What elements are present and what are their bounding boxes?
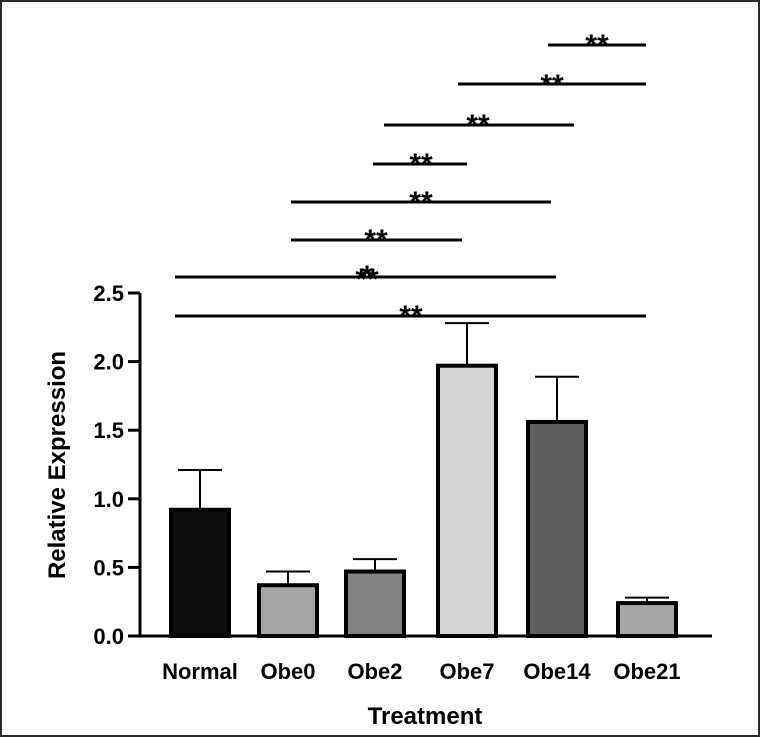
significance-label: ** [364,224,388,257]
x-axis-title: Treatment [368,703,483,730]
x-tick-label: Obe2 [347,659,402,684]
y-tick-label: 0.0 [93,624,124,649]
y-ticks: 0.0 0.5 1.0 1.5 2.0 2.5 [93,281,140,649]
x-category-labels: Normal Obe0 Obe2 Obe7 Obe14 Obe21 [162,659,681,684]
y-tick-label: 1.5 [93,418,124,443]
y-tick-label: 0.5 [93,555,124,580]
significance-label: * [361,260,373,293]
x-tick-label: Normal [162,659,238,684]
bar-obe7 [436,363,498,638]
x-tick-label: Obe21 [613,659,680,684]
x-tick-label: Obe0 [260,659,315,684]
x-tick-label: Obe7 [439,659,494,684]
significance-label: ** [466,109,490,142]
error-bars [178,322,669,604]
y-tick-label: 2.0 [93,350,124,375]
significance-brackets: ***************** [175,29,646,333]
y-tick-label: 2.5 [93,281,124,306]
significance-label: ** [409,148,433,181]
bar-obe2 [344,569,406,638]
y-axis-title: Relative Expression [44,351,71,579]
x-tick-label: Obe14 [523,659,591,684]
significance-label: ** [585,29,609,62]
axes [138,293,712,638]
bar-normal [169,507,231,638]
y-tick-label: 1.0 [93,487,124,512]
bar-obe0 [257,583,319,639]
significance-label: ** [399,300,423,333]
bars [169,363,678,639]
significance-label: ** [409,186,433,219]
bar-obe21 [616,601,678,639]
significance-label: ** [540,69,564,102]
significance-label: ** [355,263,379,296]
bar-obe14 [526,419,588,638]
